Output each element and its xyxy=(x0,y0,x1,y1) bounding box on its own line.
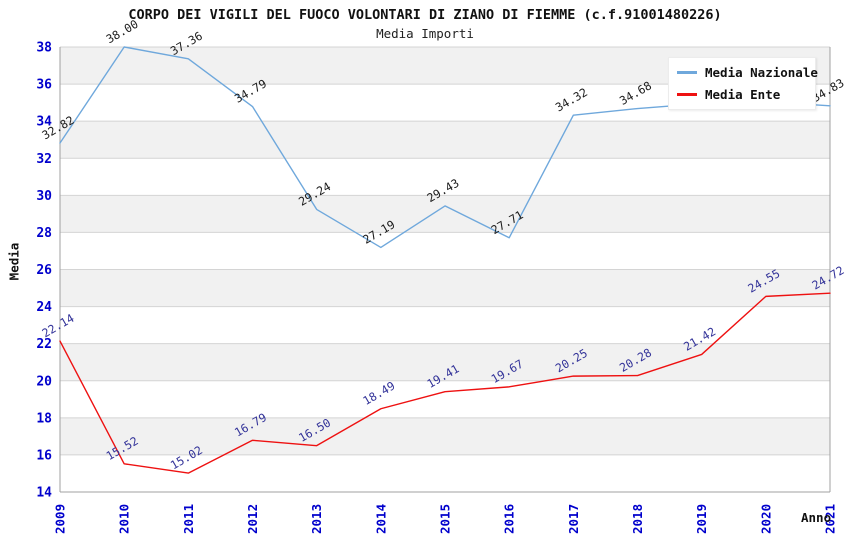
chart-subtitle: Media Importi xyxy=(376,26,474,41)
x-tick-label: 2011 xyxy=(181,504,196,534)
x-tick-label: 2016 xyxy=(502,504,517,534)
y-tick-label: 20 xyxy=(36,374,52,389)
point-label: 18.49 xyxy=(360,379,397,408)
x-tick-label: 2017 xyxy=(566,504,581,534)
x-tick-label: 2013 xyxy=(309,504,324,534)
series-line-media-ente xyxy=(59,292,831,474)
chart-legend: Media Nazionale Media Ente xyxy=(668,57,818,110)
y-tick-label: 26 xyxy=(36,263,52,278)
chart-title: CORPO DEI VIGILI DEL FUOCO VOLONTARI DI … xyxy=(128,7,722,23)
x-tick-label: 2010 xyxy=(117,504,132,534)
plot-band xyxy=(60,121,830,159)
x-axis-title: Anno xyxy=(801,510,832,525)
y-tick-label: 24 xyxy=(36,300,52,315)
x-tick-label: 2012 xyxy=(245,504,260,534)
legend-swatch-blue-line-icon xyxy=(677,71,697,74)
plot-band xyxy=(60,343,830,381)
legend-item-media-ente: Media Ente xyxy=(677,87,809,102)
y-tick-label: 22 xyxy=(36,337,52,352)
y-tick-label: 36 xyxy=(36,78,52,93)
x-tick-label: 2015 xyxy=(438,504,453,534)
y-tick-label: 14 xyxy=(36,486,52,501)
legend-label: Media Nazionale xyxy=(705,65,818,80)
x-tick-label: 2018 xyxy=(630,504,645,534)
y-tick-label: 32 xyxy=(36,152,52,167)
y-tick-label: 16 xyxy=(36,448,52,463)
y-tick-label: 38 xyxy=(36,41,52,56)
legend-swatch-red-line-icon xyxy=(677,93,697,96)
x-tick-label: 2019 xyxy=(694,504,709,534)
y-axis-title: Media xyxy=(6,242,22,281)
point-label: 22.14 xyxy=(40,311,77,340)
plot-band xyxy=(60,417,830,455)
legend-label: Media Ente xyxy=(705,87,781,102)
y-tick-label: 28 xyxy=(36,226,52,241)
x-tick-label: 2014 xyxy=(373,504,388,534)
x-tick-label: 2020 xyxy=(758,504,773,534)
legend-item-media-nazionale: Media Nazionale xyxy=(677,65,818,80)
x-tick-label: 2009 xyxy=(53,504,68,534)
point-label: 34.32 xyxy=(553,85,590,114)
plot-band xyxy=(60,269,830,307)
point-label: 38.00 xyxy=(104,17,141,46)
plot-band xyxy=(60,195,830,233)
y-tick-label: 30 xyxy=(36,189,52,204)
y-tick-label: 34 xyxy=(36,115,52,130)
y-tick-label: 18 xyxy=(36,411,52,426)
x-tick-label: 2021 xyxy=(823,504,838,534)
